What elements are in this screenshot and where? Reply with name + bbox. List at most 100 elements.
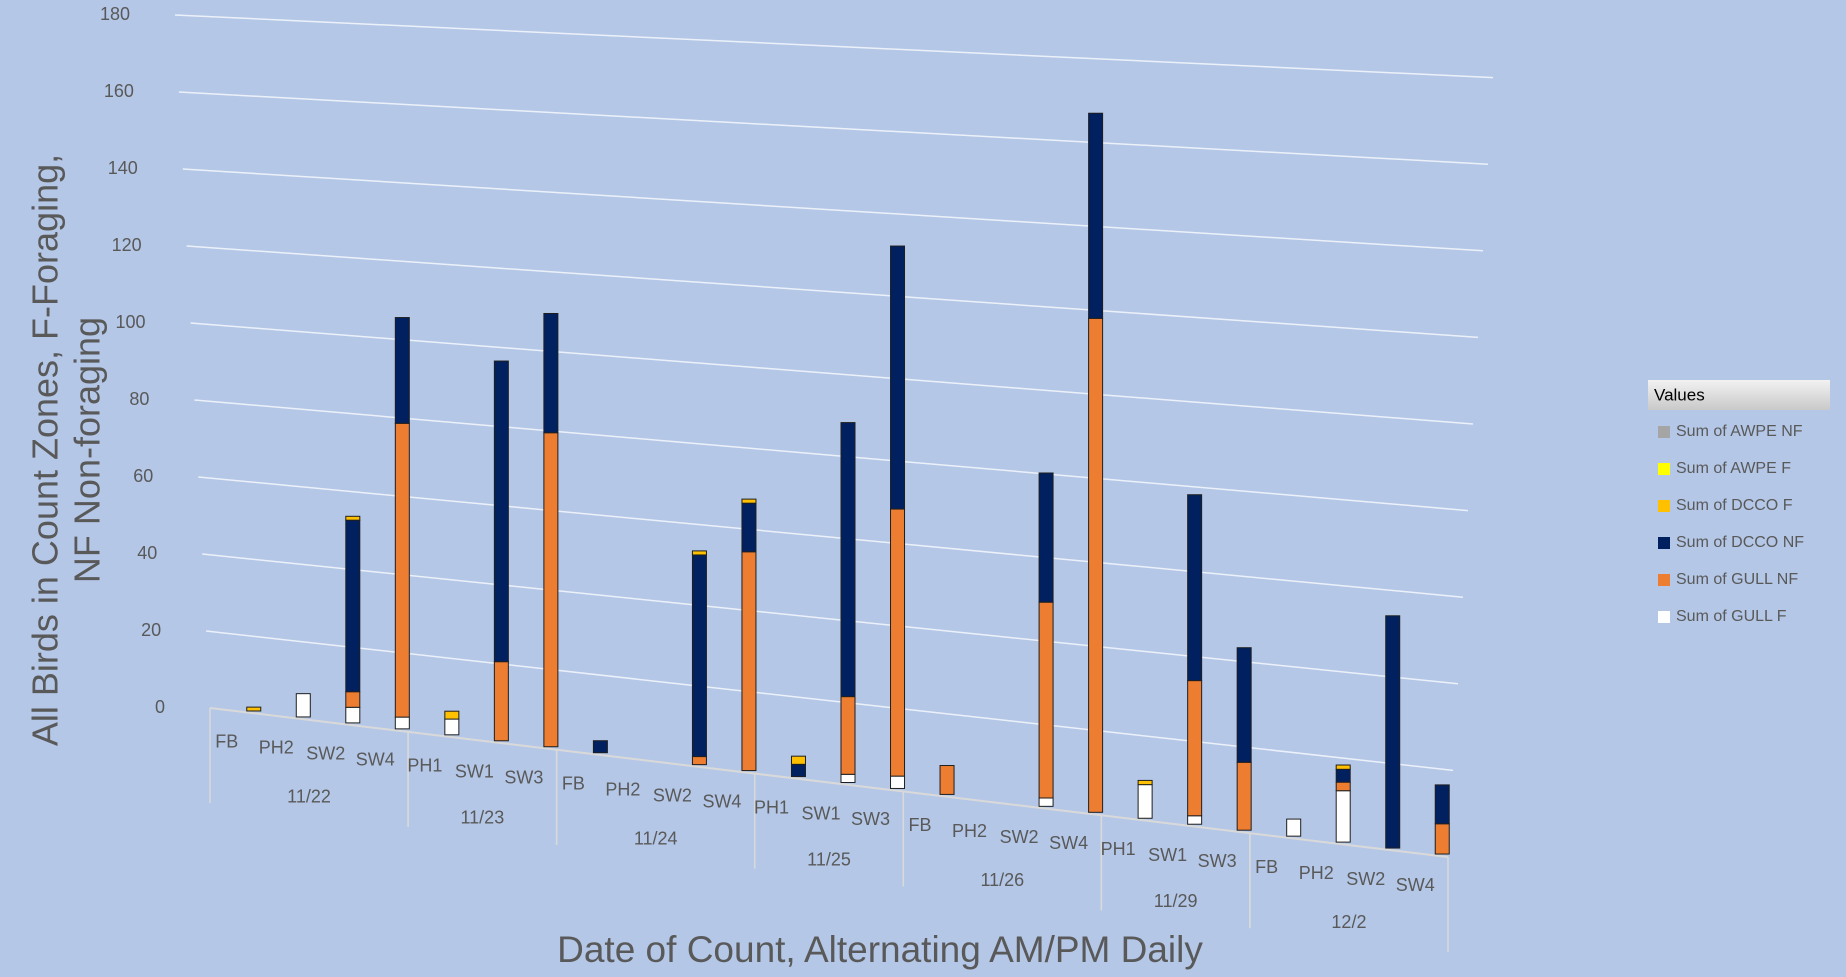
bar-segment [295, 693, 311, 718]
bar-segment [345, 515, 361, 521]
bar-segment [1088, 317, 1104, 813]
x-tick-label: FB [562, 773, 585, 793]
bar-segment [394, 422, 410, 718]
legend-title: Values [1654, 385, 1705, 404]
bar-segment [394, 317, 410, 424]
bar-segment [840, 422, 856, 698]
legend-box [1648, 380, 1830, 635]
legend-header [1648, 380, 1830, 410]
bar-segment [345, 706, 361, 724]
bar-segment [1335, 790, 1351, 843]
bar-segment [890, 245, 906, 510]
x-tick-label: FB [1255, 857, 1278, 877]
bar-segment [1385, 615, 1401, 849]
x-tick-label: SW4 [702, 791, 741, 811]
legend-swatch [1658, 426, 1670, 438]
x-tick-label: SW4 [356, 750, 395, 770]
y-axis-title: NF Non-foraging [67, 317, 108, 583]
bar-segment [493, 360, 509, 663]
legend-swatch [1658, 574, 1670, 586]
x-tick-label: SW2 [306, 744, 345, 764]
legend-label: Sum of AWPE F [1676, 460, 1791, 477]
bar-segment [790, 755, 806, 765]
bar-segment [691, 756, 707, 766]
legend-swatch [1658, 463, 1670, 475]
bar-segment [890, 775, 906, 789]
y-tick-label: 0 [155, 697, 165, 717]
x-tick-label: FB [215, 732, 238, 752]
bar-segment [1434, 784, 1450, 825]
y-axis-title: All Birds in Count Zones, F-Foraging, [25, 154, 66, 746]
bar-segment [345, 691, 361, 708]
bar-segment [691, 550, 707, 556]
y-tick-label: 100 [116, 312, 146, 332]
bar-segment [1137, 784, 1153, 819]
floor-edge [209, 707, 1449, 858]
bar-segment [592, 740, 608, 754]
y-tick-label: 140 [108, 158, 138, 178]
x-tick-label: PH2 [952, 821, 987, 841]
grid-line [178, 91, 1489, 165]
x-tick-label: PH2 [605, 779, 640, 799]
x-tick-label: SW2 [653, 785, 692, 805]
bar-segment [1286, 818, 1302, 837]
bar-segment [790, 763, 806, 778]
bar-segment [1137, 779, 1153, 786]
x-axis-title: Date of Count, Alternating AM/PM Daily [557, 929, 1203, 970]
legend-label: Sum of DCCO NF [1676, 534, 1804, 551]
bar-segment [246, 706, 262, 712]
group-label: 11/26 [980, 870, 1024, 890]
bar-segment [1088, 112, 1104, 319]
x-tick-label: SW2 [1346, 869, 1385, 889]
bar-segment [1335, 764, 1351, 770]
bar-segment [493, 661, 509, 742]
bar-segment [345, 519, 361, 693]
y-tick-label: 60 [133, 466, 153, 486]
bar-segment [890, 508, 906, 777]
bar-segment [444, 718, 460, 736]
x-tick-label: PH1 [407, 756, 442, 776]
x-tick-label: SW3 [1198, 851, 1237, 871]
legend-swatch [1658, 611, 1670, 623]
bar-segment [1434, 823, 1450, 855]
x-tick-label: PH2 [259, 738, 294, 758]
group-label: 11/29 [1154, 891, 1198, 911]
x-tick-label: SW1 [1148, 845, 1187, 865]
y-tick-label: 120 [112, 235, 142, 255]
legend-label: Sum of AWPE NF [1676, 423, 1803, 440]
legend-label: Sum of GULL F [1676, 608, 1787, 625]
bar-segment [1187, 815, 1203, 825]
grid-line [202, 553, 1459, 685]
group-label: 12/2 [1331, 912, 1366, 932]
grid-line [194, 399, 1469, 512]
bar-segment [741, 551, 757, 772]
bar-segment [444, 710, 460, 720]
y-tick-label: 40 [137, 543, 157, 563]
bar-segment [1038, 601, 1054, 799]
grid-line [198, 476, 1464, 598]
x-tick-label: SW4 [1396, 875, 1435, 895]
bar-segment [840, 696, 856, 775]
bar-segment [394, 716, 410, 730]
bar-segment [1335, 768, 1351, 783]
group-label: 11/23 [461, 808, 505, 828]
legend-label: Sum of DCCO F [1676, 497, 1793, 514]
y-tick-label: 80 [129, 389, 149, 409]
bar-segment [741, 502, 757, 553]
x-tick-label: SW2 [1000, 827, 1039, 847]
y-tick-label: 20 [141, 620, 161, 640]
group-label: 11/25 [807, 849, 851, 869]
bar-segment [1187, 680, 1203, 817]
x-tick-label: SW3 [851, 809, 890, 829]
x-tick-label: PH1 [754, 797, 789, 817]
group-label: 11/22 [287, 787, 331, 807]
legend-label: Sum of GULL NF [1676, 571, 1798, 588]
bar-segment [741, 498, 757, 504]
bar-segment [1236, 647, 1252, 763]
bar-segment [543, 432, 559, 748]
x-tick-label: PH2 [1299, 863, 1334, 883]
bar-segment [543, 312, 559, 434]
x-tick-label: SW4 [1049, 833, 1088, 853]
x-tick-label: FB [909, 815, 932, 835]
